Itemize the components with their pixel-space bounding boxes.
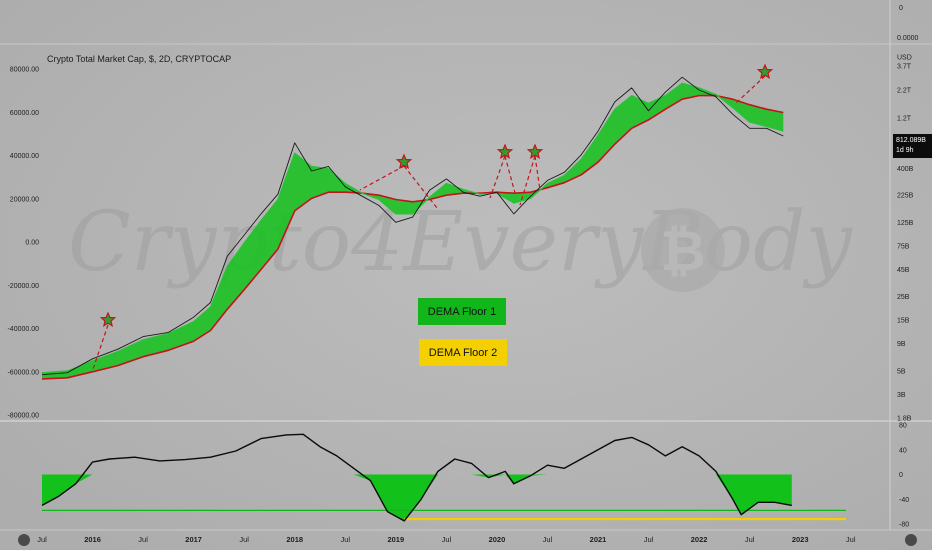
fast-ema-line — [41, 82, 784, 374]
left-axis-tick: -40000.00 — [7, 326, 39, 333]
signal-pointer — [403, 165, 438, 209]
x-axis-tick: 2019 — [387, 535, 404, 544]
right-axis: USD 3.7T 2.2T 1.2T 400B 225B 125B 75B 45B 25B 15B 9… — [897, 55, 914, 423]
right-axis-top-0: 0 — [899, 5, 903, 12]
x-axis-tick: Jul — [644, 535, 654, 544]
left-axis-tick: 80000.00 — [10, 67, 39, 74]
x-axis-tick: 2021 — [590, 535, 607, 544]
last-price-value: 812.089B — [896, 137, 926, 144]
last-price-countdown: 1d 9h — [896, 147, 914, 154]
right-axis-tick: 15B — [897, 318, 910, 325]
signal-pointer — [91, 324, 109, 373]
right-axis-tick: 3.7T — [897, 64, 912, 71]
right-axis-tick: USD — [897, 55, 912, 62]
right-axis-tick: 400B — [897, 166, 914, 173]
left-axis-tick: 60000.00 — [10, 110, 39, 117]
right-axis-tick: 2.2T — [897, 87, 912, 94]
signal-star — [526, 143, 544, 159]
legend-floor-1-label: DEMA Floor 1 — [427, 305, 497, 318]
signal-star — [395, 153, 413, 169]
signal-star — [496, 143, 514, 159]
oscillator-axis-tick: -80 — [899, 522, 909, 529]
left-axis-tick: -80000.00 — [7, 413, 39, 420]
time-axis: Jul 2016 Jul 2017 Jul 2018 Jul 2019 Jul 2020 Jul 20… — [37, 535, 856, 544]
oscillator-axis-tick: 0 — [899, 472, 903, 479]
x-axis-tick: 2017 — [185, 535, 202, 544]
x-axis-tick: Jul — [138, 535, 148, 544]
right-axis-tick: 9B — [897, 341, 906, 348]
right-axis-tick: 3B — [897, 392, 906, 399]
ema-gap-fill — [42, 83, 784, 379]
right-axis-top-1: 0.0000 — [897, 35, 919, 42]
oscillator-line — [41, 433, 792, 522]
x-axis-tick: 2016 — [84, 535, 101, 544]
signal-pointer — [359, 165, 405, 191]
right-axis-tick: 25B — [897, 294, 910, 301]
slow-ema-line — [41, 94, 784, 380]
x-axis-tick: 2020 — [489, 535, 506, 544]
oscillator-axis: 80 40 0 -40 -80 — [899, 423, 909, 529]
price-plot — [41, 76, 784, 380]
right-axis-tick: 5B — [897, 368, 906, 375]
x-axis-tick: Jul — [37, 535, 47, 544]
legend-floor-2: DEMA Floor 2 — [419, 339, 507, 366]
x-axis-tick: Jul — [846, 535, 856, 544]
signal-pointer — [504, 155, 516, 194]
scroll-left-button[interactable] — [18, 534, 30, 546]
x-axis-tick: 2022 — [691, 535, 708, 544]
left-axis: 80000.00 60000.00 40000.00 20000.00 0.00 -200… — [7, 67, 39, 420]
left-axis-tick: -60000.00 — [7, 369, 39, 376]
x-axis-tick: 2018 — [286, 535, 303, 544]
right-axis-tick: 125B — [897, 220, 914, 227]
signal-star — [756, 63, 774, 79]
x-axis-tick: Jul — [543, 535, 553, 544]
left-axis-tick: -20000.00 — [7, 283, 39, 290]
right-axis-tick: 1.8B — [897, 416, 912, 423]
x-axis-tick: Jul — [340, 535, 350, 544]
bitcoin-logo — [641, 208, 725, 292]
signal-pointer — [489, 155, 506, 199]
scroll-right-button[interactable] — [905, 534, 917, 546]
price-line — [41, 76, 784, 376]
oscillator-axis-tick: 80 — [899, 423, 907, 430]
right-axis-tick: 75B — [897, 243, 910, 250]
last-price-label: 812.089B 1d 9h — [893, 134, 932, 158]
x-axis-tick: Jul — [239, 535, 249, 544]
oscillator-plot — [41, 433, 846, 522]
x-axis-tick: Jul — [442, 535, 452, 544]
bitcoin-logo-glyph: ₿ — [660, 219, 706, 284]
signal-markers — [91, 63, 774, 373]
signal-pointer — [534, 155, 541, 191]
oscillator-axis-tick: 40 — [899, 447, 907, 454]
left-axis-tick: 40000.00 — [10, 153, 39, 160]
left-axis-tick: 20000.00 — [10, 196, 39, 203]
right-axis-tick: 1.2T — [897, 115, 912, 122]
watermark: Crypto4EveryBody — [68, 195, 854, 290]
right-axis-tick: 225B — [897, 193, 914, 200]
signal-star — [99, 311, 117, 327]
x-axis-tick: Jul — [745, 535, 755, 544]
legend-floor-2-label: DEMA Floor 2 — [428, 346, 498, 359]
oscillator-axis-tick: -40 — [899, 497, 909, 504]
signal-pointer — [519, 155, 536, 206]
legend-floor-1: DEMA Floor 1 — [418, 298, 506, 325]
right-axis-tick: 45B — [897, 267, 910, 274]
oscillator-negative-fill — [42, 474, 792, 521]
left-axis-tick: 0.00 — [25, 240, 39, 247]
x-axis-tick: 2023 — [792, 535, 809, 544]
chart-title: Crypto Total Market Cap, $, 2D, CRYPTOCA… — [47, 54, 231, 64]
